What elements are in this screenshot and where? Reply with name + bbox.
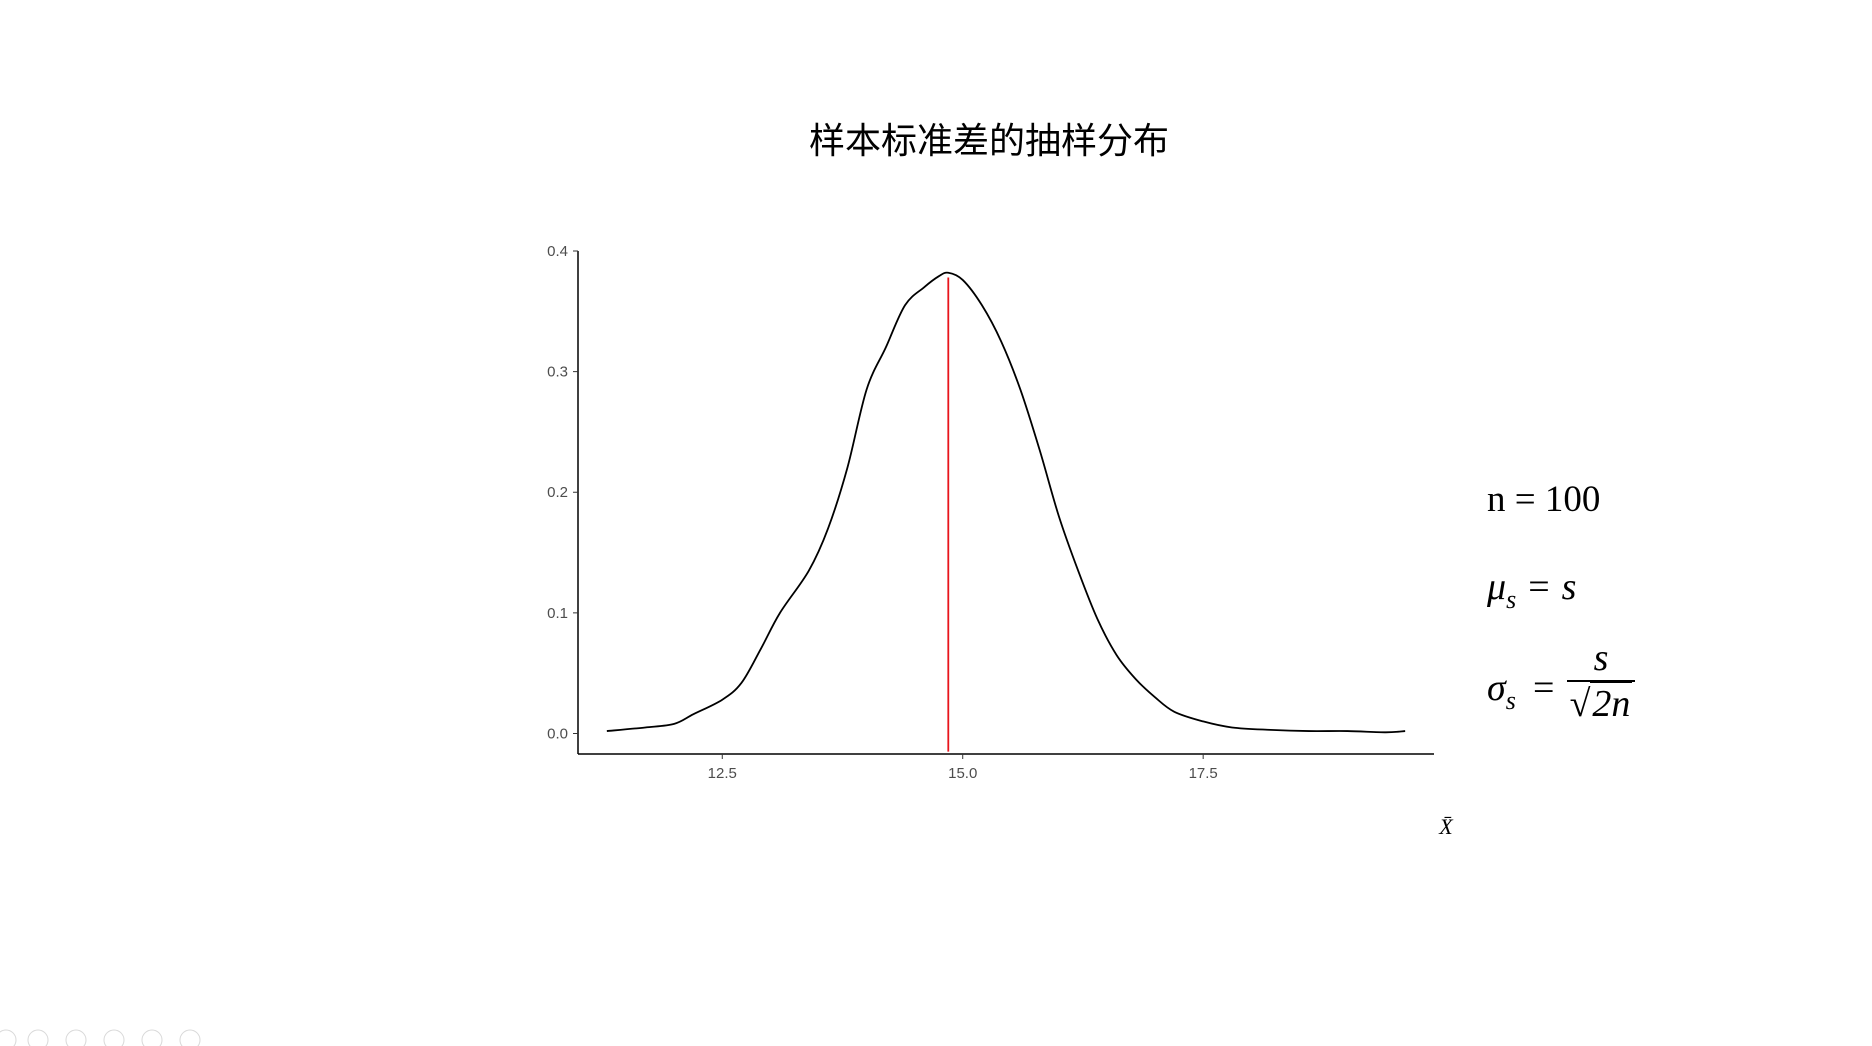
sigma-numerator: s [1593, 637, 1609, 679]
sqrt-body: 2n [1590, 681, 1633, 725]
mu-rhs: s [1561, 566, 1577, 608]
slide-nav-dots [0, 1029, 201, 1046]
y-tick-label: 0.3 [547, 364, 568, 381]
y-tick-label: 0.2 [547, 484, 568, 501]
density-curve [606, 271, 1406, 734]
x-tick-label: 17.5 [1189, 765, 1218, 782]
x-axis-label: X̄ [1438, 814, 1454, 839]
x-tick-label: 12.5 [708, 765, 737, 782]
y-tick-label: 0.1 [547, 605, 568, 622]
chart-labels: 0.0 0.1 0.2 0.3 0.4 12.5 15.0 17.5 X̄ [547, 243, 1454, 839]
chart-marks [606, 271, 1406, 752]
fraction-bar [1567, 680, 1635, 682]
sigma-fraction: s √2n [1567, 636, 1635, 726]
y-tick-label: 0.4 [547, 243, 568, 260]
sigma-symbol: σ [1487, 667, 1506, 709]
sigma-lhs: σs [1487, 666, 1516, 715]
mu-subscript: s [1506, 585, 1517, 614]
sample-size-formula: n = 100 [1487, 479, 1601, 520]
sigma-subscript: s [1505, 686, 1516, 715]
slide-title: 样本标准差的抽样分布 [808, 121, 1169, 162]
mu-equals: = [1528, 566, 1550, 608]
sqrt-icon: √ [1569, 683, 1591, 725]
mu-symbol: μ [1487, 566, 1507, 608]
y-tick-label: 0.0 [547, 725, 568, 742]
mean-formula: μs = s [1487, 565, 1577, 614]
sigma-equals: = [1533, 667, 1555, 709]
sigma-denominator: √2n [1567, 681, 1635, 726]
chart-axes [573, 250, 1434, 759]
x-tick-label: 15.0 [948, 765, 977, 782]
